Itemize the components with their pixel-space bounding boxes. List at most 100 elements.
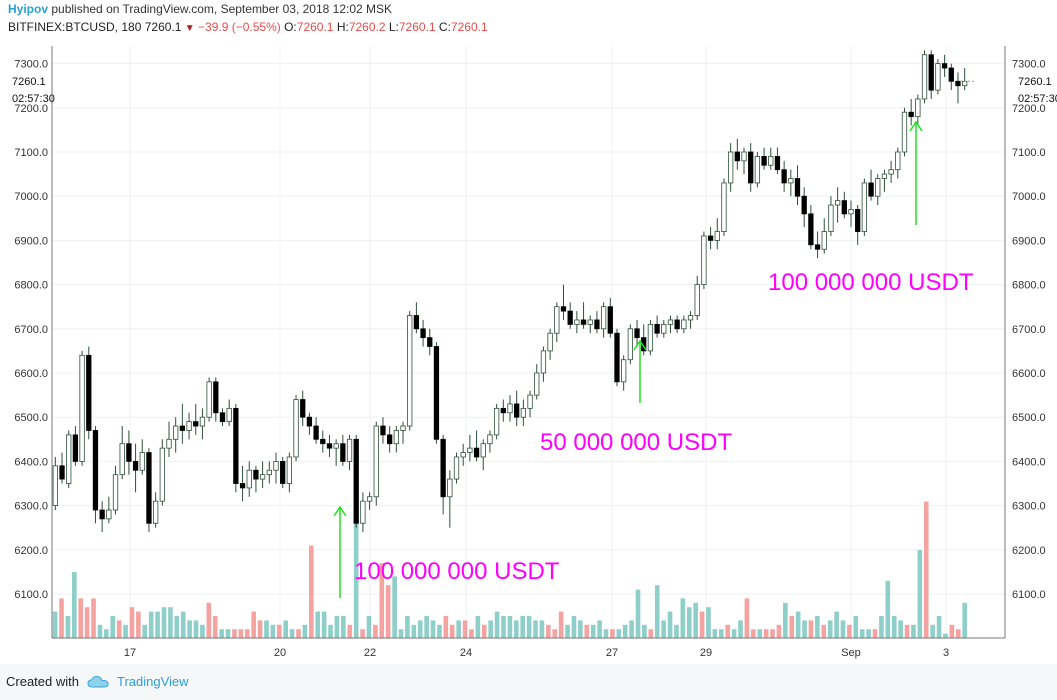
volume-bar [930, 624, 935, 638]
candle-body [727, 151, 734, 184]
candle-body [707, 235, 714, 241]
volume-bar [879, 616, 884, 638]
candle-body [219, 412, 226, 423]
candle-body [132, 460, 139, 471]
x-tick-label: 29 [700, 647, 712, 659]
volume-bar [200, 624, 205, 638]
volume-bar [59, 598, 64, 638]
candle-body [500, 407, 506, 414]
volume-bar [488, 620, 493, 638]
created-with-label: Created with [6, 674, 79, 689]
candle-body [280, 460, 286, 484]
x-tick-label: 3 [943, 647, 949, 659]
volume-bar [257, 620, 263, 638]
volume-bar [776, 624, 782, 638]
volume-bar [366, 616, 372, 638]
volume-bar [539, 620, 545, 638]
volume-bar [962, 602, 967, 638]
candle-body [888, 169, 894, 175]
volume-bar [693, 602, 698, 638]
volume-bar [251, 611, 256, 638]
volume-bar [244, 629, 250, 638]
candle-body [768, 156, 774, 166]
candle-body [226, 407, 232, 423]
candle-body [607, 306, 613, 334]
volume-bar [514, 620, 519, 638]
volume-bar [353, 492, 359, 638]
candle-body [808, 213, 814, 246]
price-chart[interactable]: 6100.0 6100.0 6200.0 6200.0 6300.0 6300.0 6400… [0, 0, 1057, 665]
candle-body [895, 151, 901, 171]
candle-body [734, 151, 740, 162]
volume-bar [136, 611, 141, 638]
volume-bar [296, 629, 301, 638]
candle-body [340, 443, 346, 462]
author-name[interactable]: Hyipov [8, 2, 49, 16]
volume-bar [654, 585, 660, 638]
candle-body [587, 319, 593, 325]
low-value: 7260.1 [398, 20, 436, 34]
candle-body [387, 434, 393, 445]
volume-bar [494, 611, 500, 638]
y-tick-label-left: 7300.0 [14, 59, 48, 71]
published-text: published on TradingView.com, September … [51, 2, 393, 16]
arrow-1-head [333, 505, 347, 517]
candle-body [306, 416, 313, 427]
candle-body [935, 63, 941, 91]
price-change: −39.9 (−0.55%) [198, 20, 281, 34]
candle-body [948, 67, 954, 82]
volume-bar [763, 629, 769, 638]
volume-bar [437, 624, 442, 638]
y-tick-label-right: 6500.0 [1012, 412, 1046, 424]
candle-body [761, 156, 767, 166]
annotation-2: 50 000 000 USDT [540, 429, 732, 456]
candle-body [674, 319, 680, 330]
volume-bar [161, 607, 167, 638]
y-tick-label-right: 6700.0 [1012, 324, 1046, 336]
candle-body [179, 425, 186, 431]
volume-bar [904, 624, 910, 638]
y-tick-label-left: 6700.0 [14, 324, 48, 336]
volume-bar [853, 616, 859, 638]
volume-bar [276, 624, 282, 638]
candle-body [774, 156, 781, 171]
volume-bar [405, 616, 410, 638]
candle-body [875, 178, 881, 197]
candle-body [166, 438, 172, 449]
candle-body [286, 456, 293, 484]
volume-bar [751, 629, 756, 638]
volume-bar [622, 624, 628, 638]
candle-body [320, 438, 326, 445]
candle-body [962, 80, 968, 87]
candle-body [580, 319, 587, 325]
volume-bar [565, 624, 570, 638]
candle-body [493, 407, 500, 436]
price-tag-left: 7260.1 [12, 76, 46, 88]
candle-body [92, 430, 99, 511]
volume-bar [225, 629, 231, 638]
candle-body [126, 443, 132, 462]
volume-bar [116, 620, 122, 638]
volume-bar [334, 616, 340, 638]
candle-body [754, 156, 761, 184]
candle-body [59, 465, 65, 480]
candle-body [661, 323, 667, 334]
y-tick-label-right: 6100.0 [1012, 589, 1046, 601]
volume-bar [392, 576, 397, 638]
candle-body [527, 394, 533, 409]
candle-body [119, 443, 125, 476]
tradingview-brand-link[interactable]: TradingView [116, 674, 189, 689]
candle-body [460, 452, 466, 458]
candle-body [554, 306, 560, 334]
candle-body [594, 319, 600, 330]
volume-bar [661, 620, 666, 638]
volume-bar [180, 611, 186, 638]
candle-body [520, 407, 527, 418]
y-tick-label-right: 6900.0 [1012, 235, 1046, 247]
time-tag-right: 02:57:30 [1018, 93, 1057, 105]
volume-bar [584, 624, 590, 638]
volume-bar [315, 611, 321, 638]
candle-body [273, 460, 279, 471]
annotation-3: 100 000 000 USDT [768, 269, 974, 296]
volume-bar [546, 624, 551, 638]
